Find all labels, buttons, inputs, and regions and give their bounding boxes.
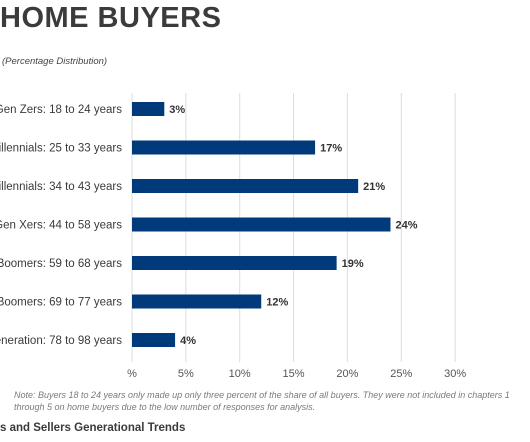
- page-title: HOME BUYERS: [0, 2, 222, 34]
- category-label: illennials: 34 to 43 years: [0, 181, 122, 193]
- value-label: 19%: [342, 258, 364, 270]
- value-label: 17%: [320, 143, 342, 155]
- bar-chart: % 5% 10% 15% 20% 25% 30% Gen Zers: 18 to 24 yea…: [0, 93, 466, 380]
- category-label: Gen Zers: 18 to 24 years: [0, 104, 122, 116]
- value-label: 24%: [395, 220, 417, 232]
- chart-note: Note: Buyers 18 to 24 years only made up…: [14, 390, 510, 412]
- value-label: 4%: [180, 335, 196, 347]
- value-label: 12%: [266, 297, 288, 309]
- bar: [132, 294, 262, 309]
- bar: [132, 179, 359, 193]
- bar: [132, 256, 337, 270]
- chart-subtitle: (Percentage Distribution): [2, 56, 108, 67]
- value-label: 3%: [169, 104, 185, 116]
- report-footer: s and Sellers Generational Trends: [0, 422, 186, 434]
- x-tick-label: 30%: [444, 368, 466, 380]
- category-label: Boomers: 59 to 68 years: [0, 258, 122, 270]
- bar: [132, 333, 176, 347]
- category-label: Gen Xers: 44 to 58 years: [0, 220, 122, 232]
- x-tick-label: 10%: [229, 368, 251, 380]
- bar: [132, 102, 165, 116]
- x-tick-label: %: [127, 368, 137, 380]
- category-label: eneration: 78 to 98 years: [0, 335, 122, 347]
- x-tick-label: 25%: [390, 368, 412, 380]
- category-label: illennials: 25 to 33 years: [0, 143, 122, 155]
- bar: [132, 217, 391, 232]
- x-tick-label: 15%: [283, 368, 305, 380]
- x-tick-label: 5%: [178, 368, 194, 380]
- value-label: 21%: [363, 181, 385, 193]
- bar: [132, 140, 316, 155]
- x-tick-label: 20%: [336, 368, 358, 380]
- category-label: Boomers: 69 to 77 years: [0, 297, 122, 309]
